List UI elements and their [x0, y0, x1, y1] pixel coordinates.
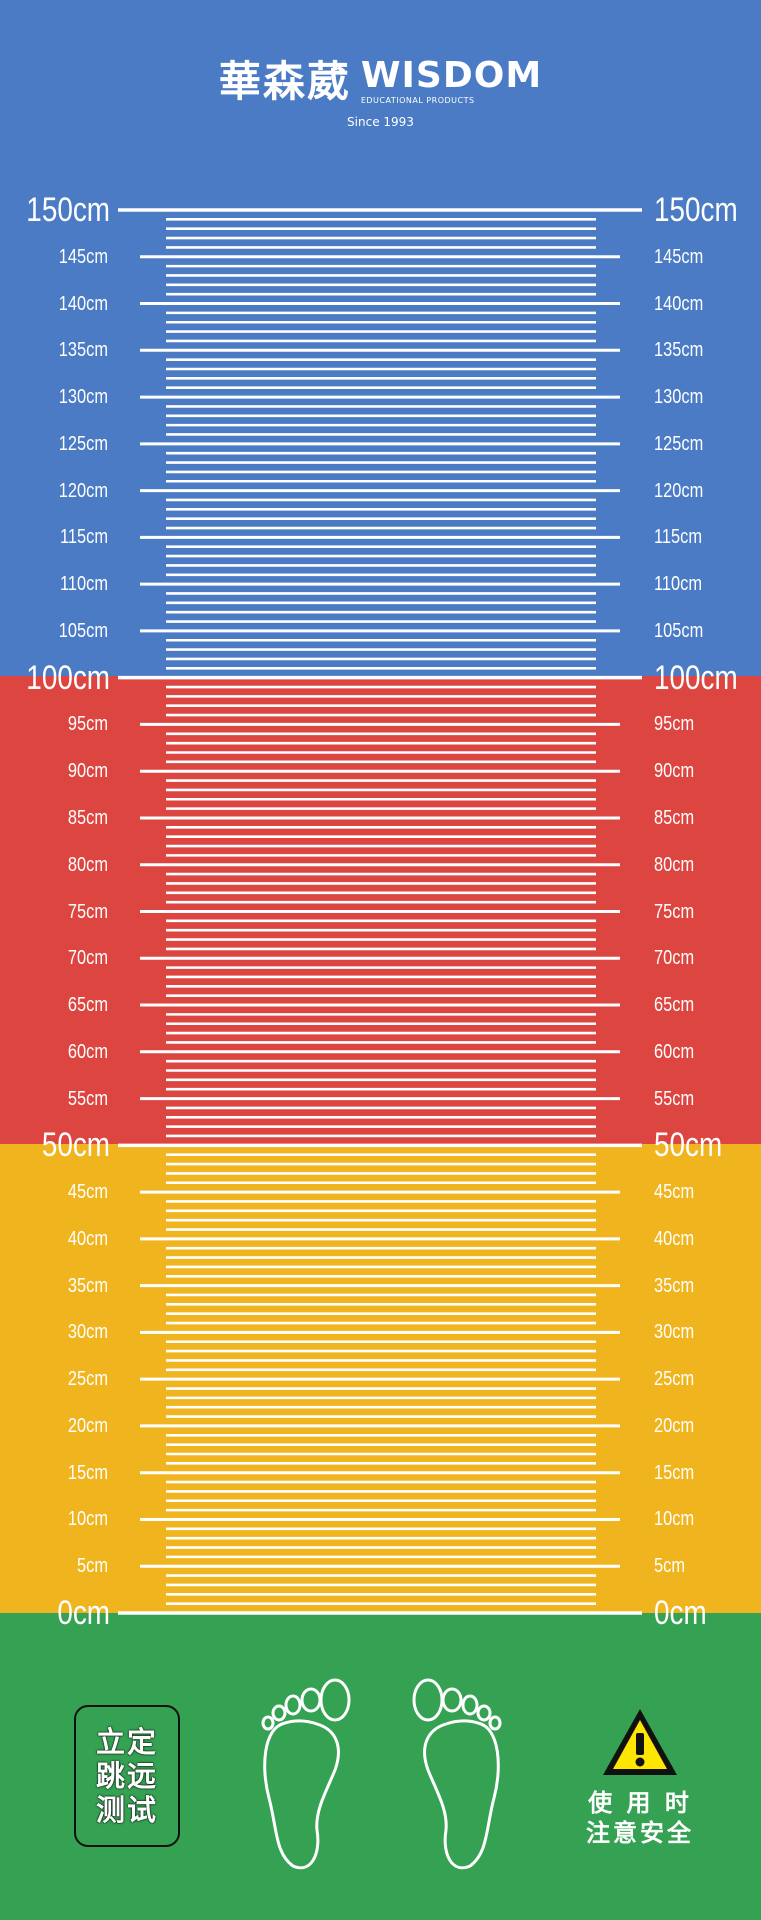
right-foot-icon: [412, 1678, 502, 1870]
scale-label-left: 120cm: [58, 479, 108, 502]
scale-label-left: 140cm: [58, 292, 108, 315]
scale-label-left: 10cm: [67, 1508, 108, 1531]
scale-label-left: 0cm: [57, 1594, 110, 1632]
scale-label-left: 130cm: [58, 386, 108, 409]
scale-label-left: 95cm: [67, 713, 108, 736]
scale-label-right: 75cm: [654, 900, 695, 923]
scale-label-right: 130cm: [654, 386, 704, 409]
scale-label-left: 55cm: [67, 1087, 108, 1110]
scale-label-left: 30cm: [67, 1321, 108, 1344]
scale-label-right: 20cm: [654, 1414, 695, 1437]
scale-label-left: 50cm: [41, 1126, 110, 1165]
test-title-line: 立定: [95, 1725, 158, 1759]
scale-label-right: 25cm: [654, 1368, 695, 1391]
scale-label-right: 95cm: [654, 713, 695, 736]
scale-label-left: 25cm: [67, 1368, 108, 1391]
scale-label-right: 70cm: [654, 947, 695, 970]
scale-label-left: 115cm: [59, 526, 108, 549]
scale-label-left: 5cm: [77, 1555, 108, 1578]
scale-label-right: 115cm: [654, 526, 703, 549]
scale-label-right: 85cm: [654, 806, 695, 829]
scale-label-left: 150cm: [26, 191, 110, 229]
scale-label-right: 80cm: [654, 853, 695, 876]
brand-tagline: EDUCATIONAL PRODUCTS: [360, 96, 475, 105]
scale-label-right: 125cm: [654, 432, 704, 455]
scale-label-right: 15cm: [654, 1461, 695, 1484]
scale-label-right: 10cm: [654, 1508, 695, 1531]
scale-label-left: 45cm: [67, 1181, 108, 1204]
scale-label-right: 45cm: [654, 1181, 695, 1204]
scale-label-right: 0cm: [654, 1594, 707, 1632]
left-foot-icon: [261, 1678, 351, 1870]
scale-label-right: 135cm: [654, 339, 704, 362]
scale-label-right: 50cm: [654, 1126, 723, 1165]
test-title-line: 测试: [95, 1793, 158, 1827]
scale-label-left: 85cm: [67, 806, 108, 829]
scale-label-left: 90cm: [67, 760, 108, 783]
scale-label-right: 55cm: [654, 1087, 695, 1110]
scale-label-left: 75cm: [67, 900, 108, 923]
scale-label-left: 125cm: [58, 432, 108, 455]
scale-label-left: 135cm: [58, 339, 108, 362]
brand-name-en: WISDOM: [360, 55, 543, 96]
scale-label-right: 30cm: [654, 1321, 695, 1344]
scale-label-right: 105cm: [654, 619, 704, 642]
scale-label-right: 120cm: [654, 479, 704, 502]
scale-label-right: 5cm: [654, 1555, 685, 1578]
scale-label-right: 145cm: [654, 245, 704, 268]
scale-label-left: 40cm: [67, 1227, 108, 1250]
scale-label-left: 110cm: [59, 573, 108, 596]
scale-label-right: 65cm: [654, 994, 695, 1017]
scale-label-left: 145cm: [58, 245, 108, 268]
scale-label-left: 15cm: [67, 1461, 108, 1484]
test-title-line: 跳远: [95, 1759, 158, 1793]
safety-text-line: 使 用 时: [588, 1789, 692, 1817]
safety-text-line: 注意安全: [586, 1819, 694, 1847]
scale-label-right: 60cm: [654, 1040, 695, 1063]
warning-triangle-icon: [603, 1709, 677, 1775]
scale-label-right: 140cm: [654, 292, 704, 315]
scale-label-right: 90cm: [654, 760, 695, 783]
scale-label-right: 35cm: [654, 1274, 695, 1297]
scale-label-left: 35cm: [67, 1274, 108, 1297]
scale-label-right: 110cm: [654, 573, 703, 596]
scale-label-right: 40cm: [654, 1227, 695, 1250]
scale-label-left: 70cm: [67, 947, 108, 970]
brand-name-cn: 華森葳: [218, 56, 351, 106]
scale-label-left: 60cm: [67, 1040, 108, 1063]
scale-label-right: 150cm: [654, 191, 738, 229]
brand-since: Since 1993: [347, 115, 414, 129]
scale-label-left: 105cm: [58, 619, 108, 642]
test-title-badge: 立定 跳远 测试: [74, 1705, 180, 1847]
scale-label-left: 100cm: [26, 658, 110, 697]
scale-label-left: 20cm: [67, 1414, 108, 1437]
scale-label-right: 100cm: [654, 658, 738, 697]
safety-notice: 使 用 时 注意安全: [585, 1706, 695, 1848]
scale-label-left: 65cm: [67, 994, 108, 1017]
zone-100-150: [0, 0, 761, 676]
scale-label-left: 80cm: [67, 853, 108, 876]
brand-logo: 華森葳 WISDOM EDUCATIONAL PRODUCTS Since 19…: [0, 55, 761, 130]
